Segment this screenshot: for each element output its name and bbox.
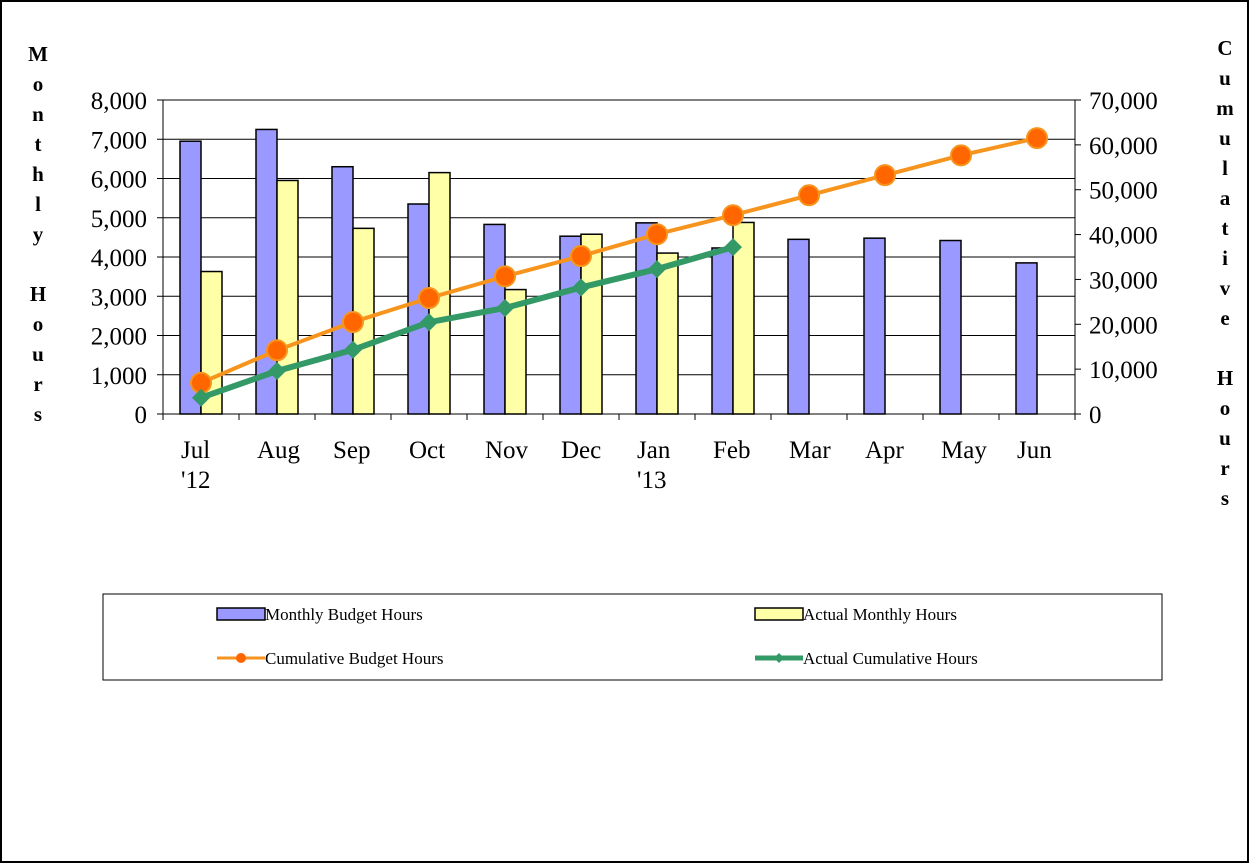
y2-tick-label: 0 <box>1089 402 1102 429</box>
x-tick-label: Sep <box>333 437 371 464</box>
x-tick-label: Apr <box>865 437 904 464</box>
line-marker <box>344 340 362 359</box>
bar <box>1015 262 1038 415</box>
line-marker <box>798 184 820 207</box>
x-tick-label: Jul '12 <box>181 437 211 494</box>
line-marker <box>724 238 742 257</box>
legend-marker <box>236 653 246 663</box>
y2-tick-label: 40,000 <box>1089 223 1158 250</box>
legend-label: Monthly Budget Hours <box>265 605 423 624</box>
line-marker <box>648 260 666 279</box>
line-marker <box>874 164 896 187</box>
bar <box>635 222 658 415</box>
legend-swatch <box>754 607 804 621</box>
bar <box>711 247 734 415</box>
bar <box>732 221 755 415</box>
line-marker <box>496 299 514 318</box>
legend-label: Cumulative Budget Hours <box>265 649 443 668</box>
bar <box>580 233 603 415</box>
line-marker <box>266 339 288 362</box>
y2-tick-label: 60,000 <box>1089 133 1158 160</box>
x-tick-label: Feb <box>713 437 751 464</box>
x-tick-label: Oct <box>409 437 446 464</box>
legend-box <box>102 593 1163 681</box>
y-tick-label: 2,000 <box>91 324 147 351</box>
y-tick-label: 8,000 <box>91 88 147 115</box>
bar <box>863 237 886 415</box>
y-axis-title: Monthly Hours <box>26 42 50 432</box>
bar <box>939 239 962 415</box>
bar <box>787 238 810 415</box>
x-tick-label: May <box>941 437 987 464</box>
y-tick-label: 0 <box>135 402 148 429</box>
bar <box>407 203 430 415</box>
line-marker <box>192 388 210 407</box>
bar <box>504 288 527 415</box>
line-marker <box>494 265 516 288</box>
legend-label: Actual Monthly Hours <box>803 605 957 624</box>
y2-tick-label: 50,000 <box>1089 178 1158 205</box>
line-marker <box>420 313 438 332</box>
y2-tick-label: 10,000 <box>1089 357 1158 384</box>
bar <box>656 252 679 415</box>
bar <box>331 165 354 415</box>
line <box>200 136 1038 385</box>
line-marker <box>1026 127 1048 150</box>
line-marker <box>646 223 668 246</box>
legend-label: Actual Cumulative Hours <box>803 649 978 668</box>
y2-tick-label: 70,000 <box>1089 88 1158 115</box>
line-marker <box>722 204 744 227</box>
line-marker <box>950 144 972 167</box>
y2-axis-title: Cumulative Hours <box>1213 36 1237 516</box>
legend-marker <box>774 653 784 663</box>
bar <box>483 223 506 415</box>
x-tick-label: Nov <box>485 437 529 464</box>
y-tick-label: 6,000 <box>91 167 147 194</box>
line-marker <box>572 278 590 297</box>
x-tick-label: Mar <box>789 437 831 464</box>
y-tick-label: 5,000 <box>91 206 147 233</box>
line-marker <box>570 245 592 268</box>
y-tick-label: 7,000 <box>91 127 147 154</box>
x-tick-label: Jun <box>1017 437 1052 464</box>
y-tick-label: 3,000 <box>91 284 147 311</box>
y2-tick-label: 20,000 <box>1089 312 1158 339</box>
x-tick-label: Dec <box>561 437 602 464</box>
y-tick-label: 4,000 <box>91 245 147 272</box>
legend-swatch <box>216 607 266 621</box>
x-tick-label: Aug <box>257 437 301 464</box>
bar <box>276 179 299 415</box>
line <box>200 244 734 401</box>
line-marker <box>268 362 286 381</box>
y-tick-label: 1,000 <box>91 363 147 390</box>
x-tick-label: Jan '13 <box>637 437 671 494</box>
y2-tick-label: 30,000 <box>1089 267 1158 294</box>
line-marker <box>418 287 440 310</box>
line-marker <box>342 311 364 334</box>
